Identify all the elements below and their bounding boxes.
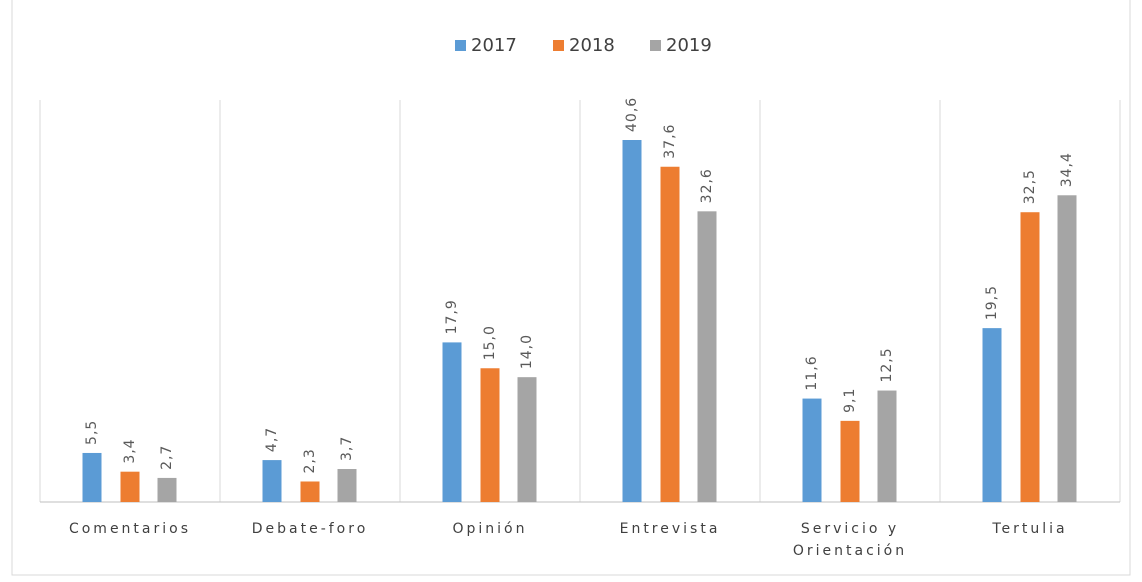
x-tick-label: Entrevista (619, 521, 721, 537)
data-label: 5,5 (84, 420, 100, 445)
bar (157, 477, 177, 502)
bar (300, 481, 320, 502)
x-tick-label: Comentarios (68, 521, 192, 537)
data-label: 19,5 (984, 285, 1000, 320)
bar (982, 328, 1002, 502)
bar (1057, 195, 1077, 502)
bar (337, 469, 357, 502)
bar (82, 452, 102, 502)
data-label: 14,0 (519, 334, 535, 369)
bar (697, 211, 717, 502)
x-tick-label: Tertulia (992, 521, 1068, 537)
data-label: 2,3 (302, 448, 318, 473)
bar (802, 398, 822, 502)
bar (442, 342, 462, 502)
bar (622, 140, 642, 502)
bar (120, 471, 140, 502)
data-label: 4,7 (264, 427, 280, 452)
data-label: 32,6 (699, 168, 715, 203)
chart-frame (11, 0, 1131, 576)
bar (1020, 212, 1040, 502)
data-label: 3,4 (122, 438, 138, 463)
bar (877, 390, 897, 502)
data-label: 2,7 (159, 445, 175, 470)
bar (840, 420, 860, 502)
data-label: 3,7 (339, 436, 355, 461)
data-label: 32,5 (1022, 169, 1038, 204)
bar (660, 166, 680, 502)
data-label: 34,4 (1059, 152, 1075, 187)
data-label: 12,5 (879, 347, 895, 382)
x-tick-label: Servicio y Orientación (792, 521, 908, 559)
bar (262, 460, 282, 502)
legend-label: 2018 (569, 35, 615, 56)
bar (480, 368, 500, 502)
data-label: 11,6 (804, 355, 820, 390)
data-label: 17,9 (444, 299, 460, 334)
data-label: 15,0 (482, 325, 498, 360)
legend-swatch (553, 40, 564, 51)
x-tick-label: Opinión (452, 521, 528, 537)
legend-label: 2017 (471, 35, 517, 56)
x-tick-label: Debate-foro (251, 521, 369, 537)
legend-swatch (455, 40, 466, 51)
data-label: 40,6 (624, 97, 640, 132)
legend-label: 2019 (666, 35, 712, 56)
bar (517, 377, 537, 502)
data-label: 9,1 (842, 388, 858, 413)
legend-swatch (650, 40, 661, 51)
data-label: 37,6 (662, 124, 678, 159)
